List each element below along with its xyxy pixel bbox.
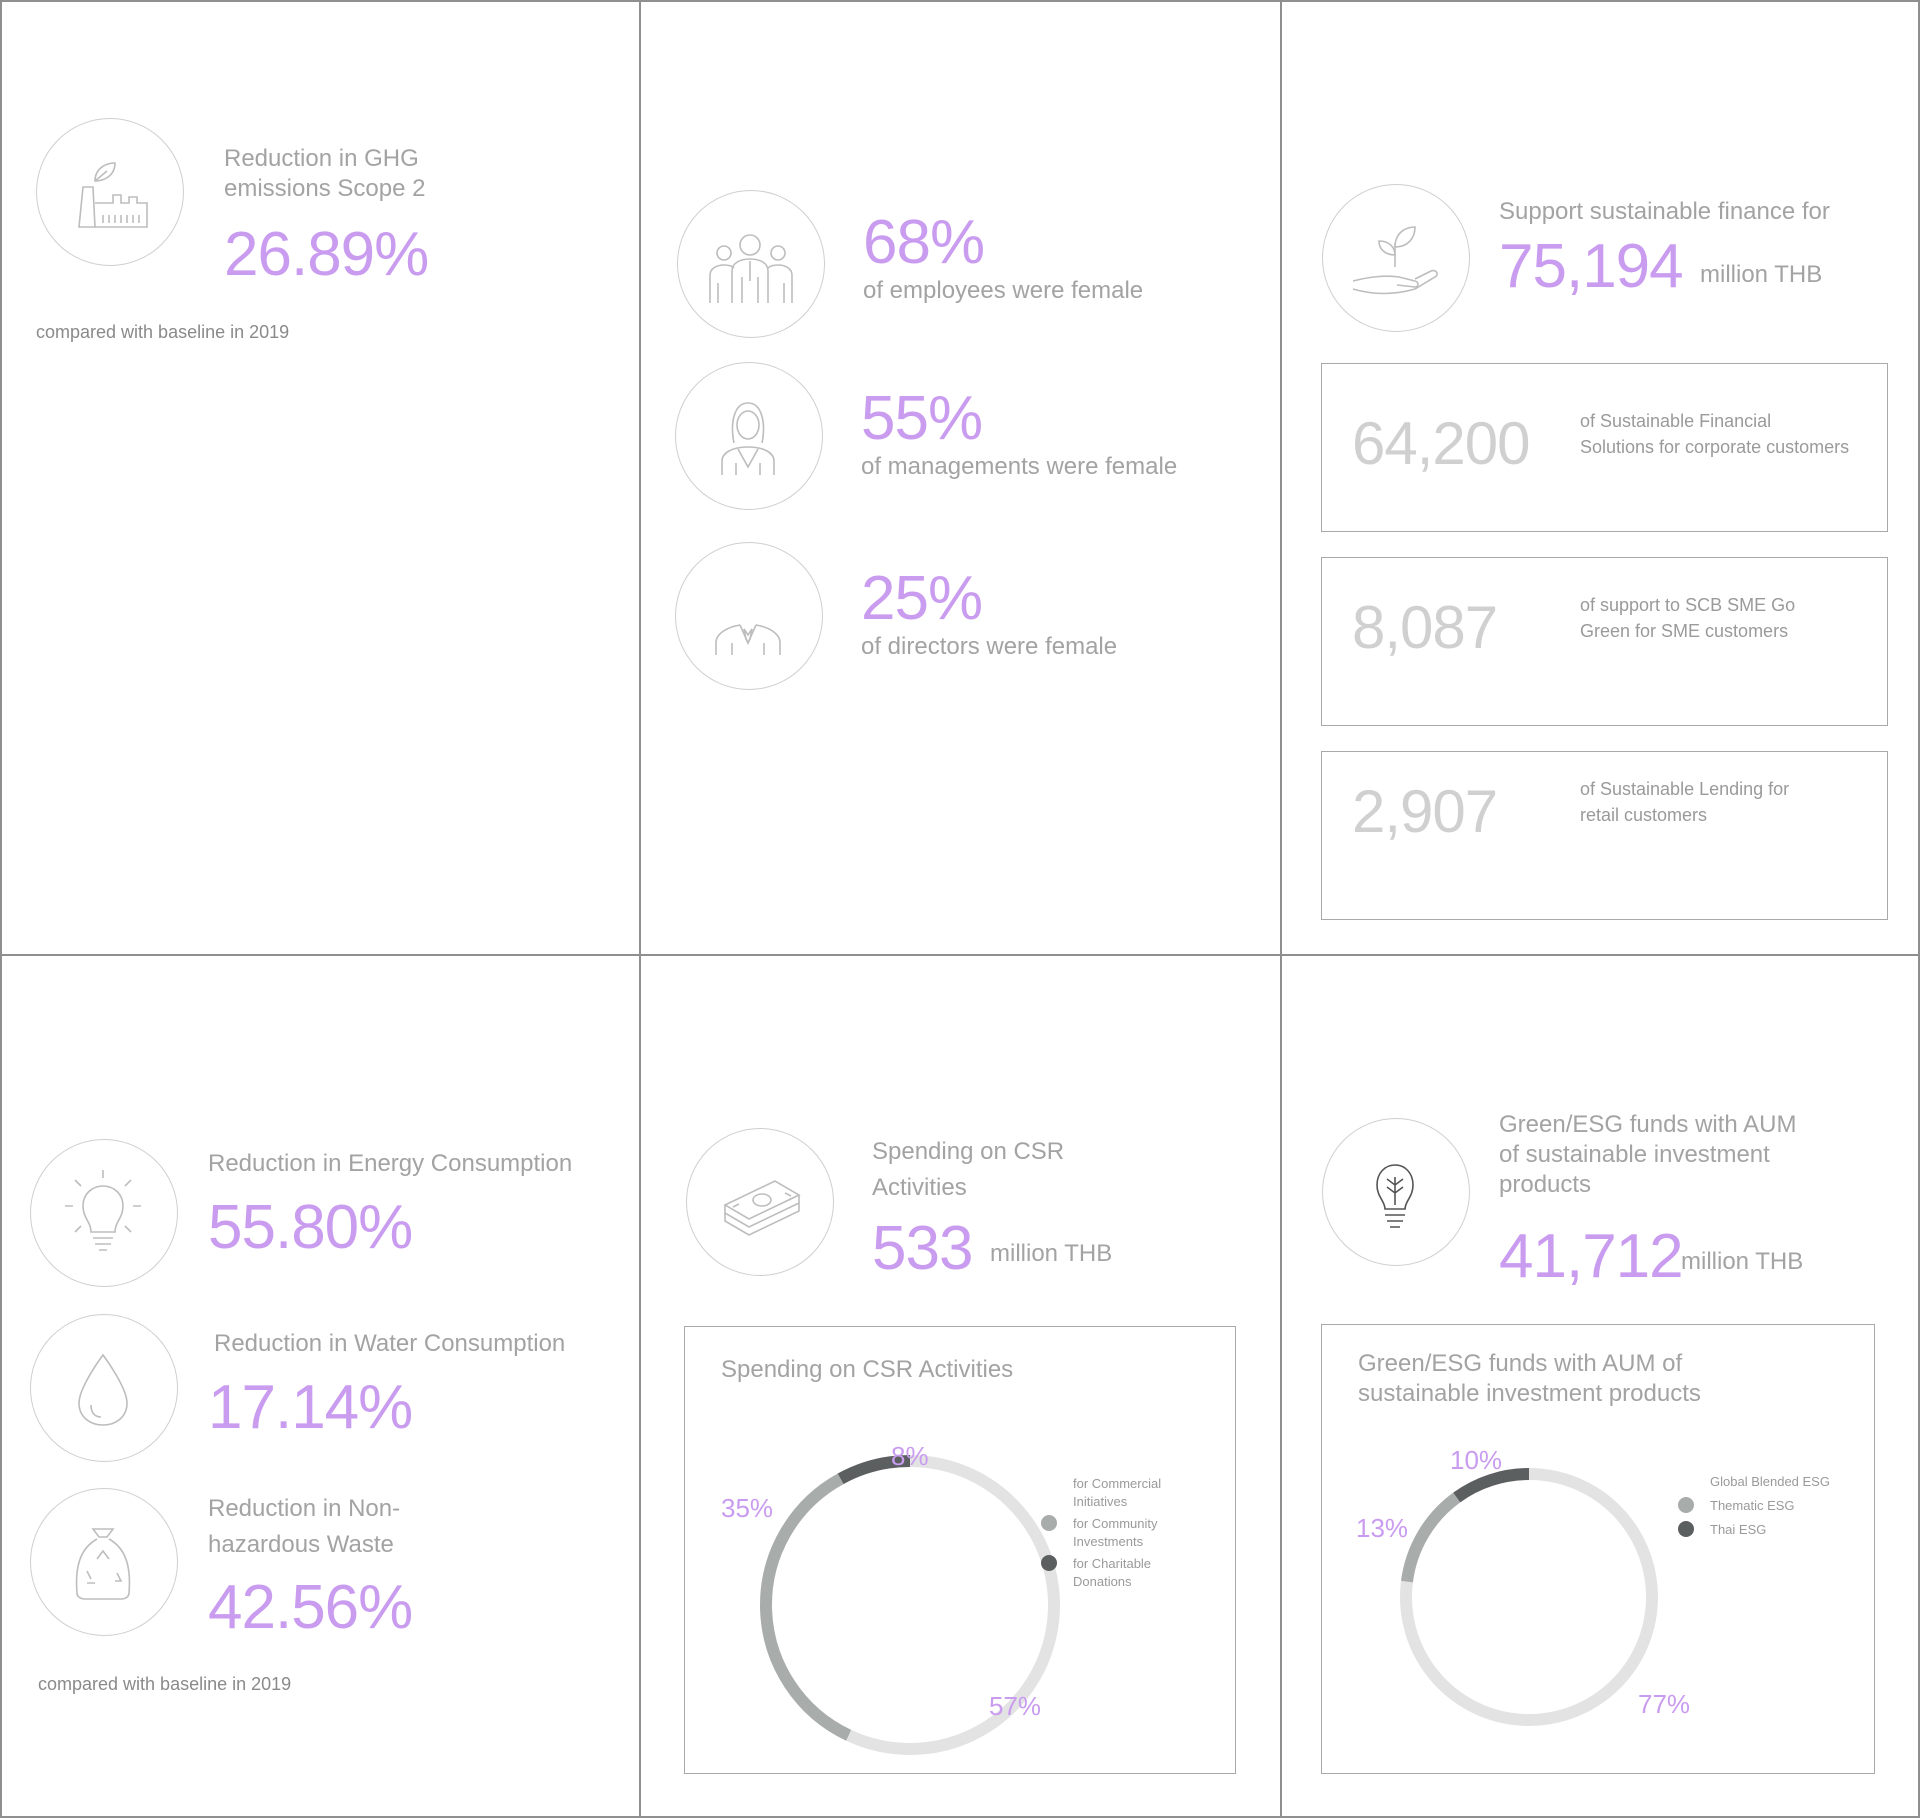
slice-label-commercial: 57% <box>989 1691 1042 1721</box>
slice-commercial-initiatives <box>846 1455 1060 1755</box>
directors-value: 25% <box>861 564 983 633</box>
chart-title: Green/ESG funds with AUM of sustainable … <box>1358 1350 1701 1407</box>
box-label: of support to SCB SME Go Green for SME c… <box>1580 595 1796 641</box>
slice-charitable-donations <box>837 1455 911 1485</box>
slice-community-investments <box>760 1473 852 1741</box>
box-value: 2,907 <box>1352 778 1498 845</box>
water-label: Reduction in Water Consumption <box>214 1330 566 1357</box>
managements-value: 55% <box>861 384 983 453</box>
energy-value: 55.80% <box>208 1193 413 1262</box>
esg-value: 41,712 <box>1499 1222 1684 1291</box>
finance-value: 75,194 <box>1499 232 1684 301</box>
waste-value: 42.56% <box>208 1573 413 1642</box>
director-suit-icon <box>675 542 823 690</box>
chart-title: Spending on CSR Activities <box>721 1356 1014 1383</box>
employees-group-icon <box>677 190 825 338</box>
ghg-panel: Reduction in GHG emissions Scope 2 26.89… <box>0 0 641 956</box>
legend-label-thai: Thai ESG <box>1710 1522 1767 1537</box>
slice-global-blended-esg <box>1400 1468 1658 1726</box>
csr-value: 533 <box>872 1214 973 1283</box>
hand-plant-icon <box>1322 184 1470 332</box>
legend-label-thematic: Thematic ESG <box>1710 1498 1795 1513</box>
finance-box-corporate: 64,200 of Sustainable Financial Solution… <box>1321 363 1888 532</box>
csr-panel: Spending on CSR Activities 533 million T… <box>639 954 1282 1818</box>
ghg-value: 26.89% <box>224 220 429 289</box>
box-label: of Sustainable Lending for retail custom… <box>1580 779 1790 825</box>
lightbulb-icon <box>30 1139 178 1287</box>
legend-label-community: for Community Investments <box>1073 1516 1158 1549</box>
esg-donut-chart <box>1400 1468 1658 1726</box>
slice-label-thai: 10% <box>1450 1445 1503 1475</box>
slice-label-charitable: 8% <box>891 1441 929 1471</box>
slice-thematic-esg <box>1401 1492 1461 1583</box>
legend-swatch-community <box>1041 1515 1057 1531</box>
employees-label: of employees were female <box>863 277 1144 304</box>
ghg-note: compared with baseline in 2019 <box>36 322 290 342</box>
legend-label-commercial: for Commercial Initiatives <box>1073 1476 1162 1509</box>
recycle-bag-icon <box>30 1488 178 1636</box>
esg-unit: million THB <box>1681 1248 1804 1275</box>
finance-box-retail: 2,907 of Sustainable Lending for retail … <box>1321 751 1888 920</box>
finance-box-sme: 8,087 of support to SCB SME Go Green for… <box>1321 557 1888 726</box>
slice-label-community: 35% <box>721 1493 774 1523</box>
ghg-label: Reduction in GHG emissions Scope 2 <box>224 145 426 202</box>
esg-label: Green/ESG funds with AUM of sustainable … <box>1499 1111 1797 1198</box>
reductions-note: compared with baseline in 2019 <box>38 1674 292 1694</box>
csr-chart-box: Spending on CSR Activities 57% 35% 8% fo… <box>684 1326 1236 1774</box>
box-value: 64,200 <box>1352 410 1531 477</box>
legend-swatch-thai <box>1678 1521 1694 1537</box>
employees-value: 68% <box>863 208 985 277</box>
legend-label-global: Global Blended ESG <box>1710 1474 1830 1489</box>
water-value: 17.14% <box>208 1373 413 1442</box>
slice-label-global: 77% <box>1638 1689 1691 1719</box>
waste-label: Reduction in Non-hazardous Waste <box>208 1495 401 1558</box>
bulb-leaf-icon <box>1322 1118 1470 1266</box>
finance-unit: million THB <box>1700 261 1823 288</box>
csr-unit: million THB <box>990 1240 1113 1267</box>
slice-thai-esg <box>1453 1468 1530 1503</box>
energy-label: Reduction in Energy Consumption <box>208 1150 573 1177</box>
esg-chart-box: Green/ESG funds with AUM of sustainable … <box>1321 1324 1875 1774</box>
legend-label-charitable: for Charitable Donations <box>1073 1556 1152 1589</box>
factory-leaf-icon <box>36 118 184 266</box>
managements-label: of managements were female <box>861 453 1178 480</box>
diversity-panel: 68% of employees were female 55% of mana… <box>639 0 1282 956</box>
directors-label: of directors were female <box>861 633 1118 660</box>
esg-panel: Green/ESG funds with AUM of sustainable … <box>1280 954 1920 1818</box>
money-stack-icon <box>686 1128 834 1276</box>
csr-donut-chart <box>760 1455 1060 1755</box>
female-manager-icon <box>675 362 823 510</box>
box-label: of Sustainable Financial Solutions for c… <box>1580 411 1850 457</box>
csr-label: Spending on CSR Activities <box>872 1138 1065 1201</box>
water-drop-icon <box>30 1314 178 1462</box>
reductions-panel: Reduction in Energy Consumption 55.80% R… <box>0 954 641 1818</box>
legend-swatch-charitable <box>1041 1555 1057 1571</box>
slice-label-thematic: 13% <box>1356 1513 1409 1543</box>
finance-label: Support sustainable finance for <box>1499 198 1830 225</box>
legend-swatch-thematic <box>1678 1497 1694 1513</box>
box-value: 8,087 <box>1352 594 1498 661</box>
finance-panel: Support sustainable finance for 75,194 m… <box>1280 0 1920 956</box>
